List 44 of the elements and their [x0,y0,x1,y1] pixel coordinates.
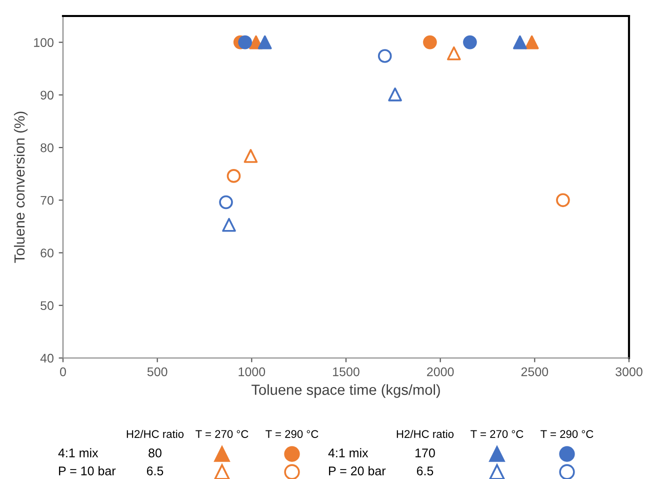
y-tick-label: 50 [40,301,54,310]
y-tick-label: 90 [40,90,54,100]
x-axis-title: Toluene space time (kgs/mol) [252,384,440,398]
text: T = 270 °C [196,430,248,438]
text: 6.5 [416,466,434,476]
text: 170 [416,448,435,458]
y-tick-label: 60 [40,248,54,258]
x-tick-label: 2500 [521,367,548,376]
text: T = 270 °C [470,430,524,438]
point [524,35,539,50]
y-tick-label: 100 [34,38,54,47]
point [222,218,236,232]
x-tick-label: 1500 [333,367,360,376]
text: T = 290 °C [266,430,318,438]
point [238,35,252,50]
point [556,193,570,208]
text: H2/HC ratio [396,430,454,438]
x-tick-label: 2000 [427,367,454,376]
point [378,49,392,63]
point [244,149,258,163]
text: 4:1 mix [328,448,368,458]
text: T = 290 °C [540,430,594,438]
point [388,87,402,102]
x-tick-label: 500 [147,367,168,376]
text: H2/HC ratio [126,430,184,438]
x-tick-label: 3000 [616,367,642,376]
y-axis-title: Toluene conversion (%) [14,112,28,263]
y-tick-label: 80 [40,143,54,152]
point [258,35,272,50]
text: 4:1 mix [58,448,98,458]
x-tick-label: 1000 [238,367,266,376]
text: 6.5 [146,466,164,476]
text: 80 [148,448,162,458]
text: P = 10 bar [59,466,116,476]
point [463,35,477,50]
y-tick-label: 40 [40,354,54,363]
text: P = 20 bar [329,466,386,476]
point [447,46,461,60]
y-tick-label: 70 [40,196,54,205]
point [423,35,437,50]
point [226,169,241,183]
point [219,195,233,210]
point [513,35,527,50]
x-tick-label: 0 [60,367,66,376]
